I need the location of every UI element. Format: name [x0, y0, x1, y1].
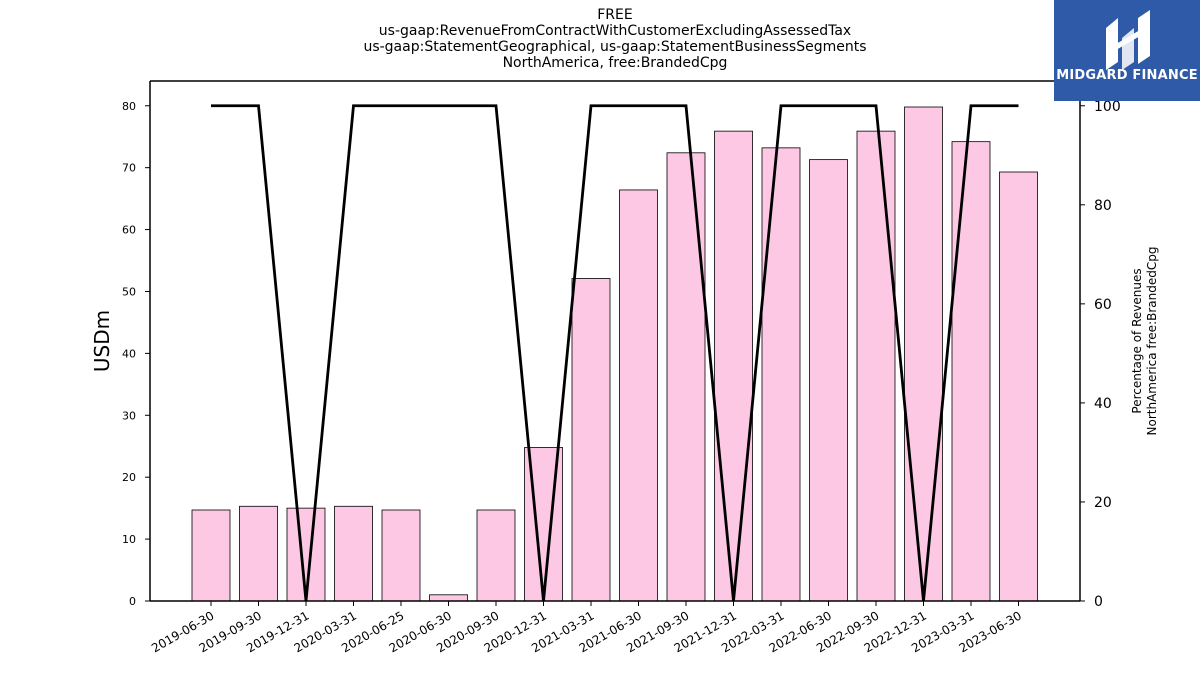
- bar: [904, 106, 943, 602]
- y-right-tick-label: 100: [1094, 99, 1121, 115]
- y-right-tick-label: 80: [1094, 198, 1112, 214]
- bar: [429, 594, 468, 602]
- bar: [761, 147, 801, 602]
- bar: [856, 130, 896, 602]
- midgard-finance-logo: MIDGARD FINANCE: [1054, 0, 1200, 101]
- y-tick-label: 40: [122, 347, 136, 360]
- y-axis-label: USDm: [90, 310, 114, 372]
- title-line-3: us-gaap:StatementGeographical, us-gaap:S…: [363, 39, 867, 55]
- bar: [381, 509, 421, 602]
- y-tick-label: 70: [122, 162, 136, 175]
- title-line-4: NorthAmerica, free:BrandedCpg: [502, 55, 728, 71]
- bar: [666, 152, 706, 602]
- title-line-1: FREE: [597, 7, 633, 23]
- y-tick-label: 60: [122, 224, 136, 237]
- bar: [239, 505, 278, 602]
- bar: [809, 159, 848, 602]
- bar: [951, 141, 991, 602]
- y-right-tick-label: 40: [1094, 396, 1112, 412]
- y-tick-label: 30: [122, 409, 136, 422]
- y-right-tick-label: 0: [1094, 594, 1103, 610]
- bar: [286, 507, 326, 602]
- bar: [476, 509, 516, 602]
- y-tick-label: 20: [122, 471, 136, 484]
- title-line-2: us-gaap:RevenueFromContractWithCustomerE…: [378, 23, 852, 39]
- bar: [999, 171, 1038, 602]
- y-tick-label: 50: [122, 285, 136, 298]
- bar: [714, 130, 753, 602]
- bar: [334, 505, 373, 602]
- y-right-axis-label-line-1: Percentage of Revenues: [1130, 268, 1144, 413]
- y-right-axis-label-line-2: NorthAmerica free:BrandedCpg: [1145, 247, 1159, 436]
- y-tick-label: 0: [129, 595, 136, 608]
- y-tick-label: 10: [122, 533, 136, 546]
- logo-text: MIDGARD FINANCE: [1056, 68, 1198, 83]
- logo-mark-icon: [1106, 10, 1150, 70]
- bar: [619, 189, 658, 602]
- y-right-tick-label: 20: [1094, 495, 1112, 511]
- percentage-line: [211, 104, 1019, 602]
- y-right-tick-label: 60: [1094, 297, 1112, 313]
- bar: [571, 278, 611, 602]
- y-tick-label: 80: [122, 100, 136, 113]
- bar: [191, 509, 231, 602]
